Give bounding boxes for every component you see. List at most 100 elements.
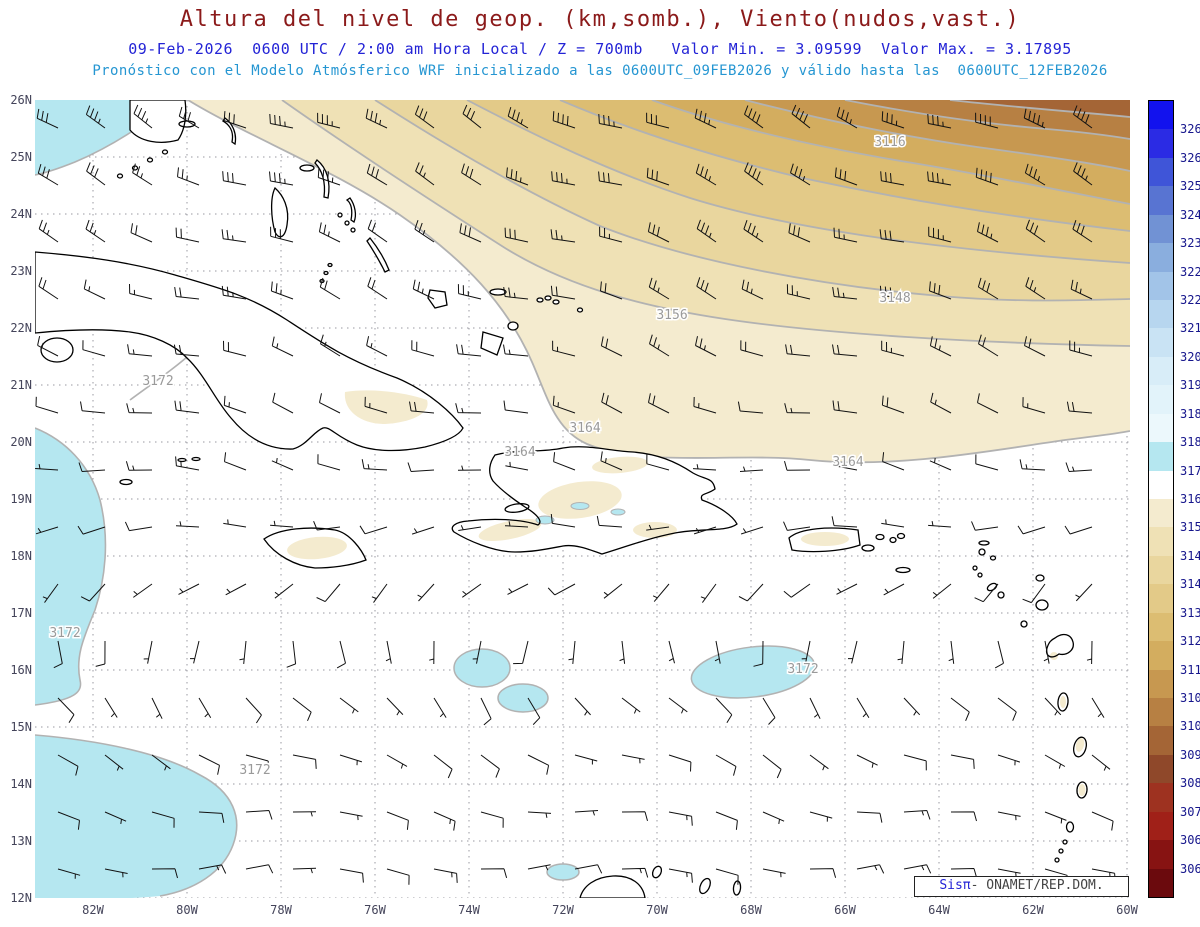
credit-text: - ONAMET/REP.DOM. <box>970 878 1104 893</box>
page-title: Altura del nivel de geop. (km,somb.), Vi… <box>179 7 1021 32</box>
lon-axis-label: 74W <box>458 903 480 917</box>
colorbar-cell <box>1149 413 1173 443</box>
lon-axis-label: 66W <box>834 903 856 917</box>
colorbar-tick-label: 3116 <box>1180 662 1200 677</box>
colorbar-tick-label: 3180 <box>1180 435 1200 450</box>
colorbar-tick-label: 3148 <box>1180 548 1200 563</box>
contour-label: 3164 <box>832 455 863 470</box>
colorbar-tick-label: 3244 <box>1180 207 1200 222</box>
colorbar-cell <box>1149 214 1173 244</box>
weather-map-svg: 3116 3148 3156 3172 3164 3164 3164 3172 3172 3172 <box>35 100 1130 898</box>
lon-axis-label: 72W <box>552 903 574 917</box>
colorbar-tick-label: 3164 <box>1180 492 1200 506</box>
lat-axis-label: 26N <box>10 93 32 107</box>
lon-axis-label: 70W <box>646 903 668 917</box>
colorbar-tick-label: 3188 <box>1180 406 1200 421</box>
contour-label: 3148 <box>879 291 910 306</box>
lon-axis-label: 64W <box>928 903 950 917</box>
colorbar-cell <box>1149 811 1173 841</box>
lon-axis-label: 80W <box>176 903 198 917</box>
colorbar-tick-label: 3228 <box>1180 264 1200 279</box>
colorbar-tick-label: 3140 <box>1180 577 1200 592</box>
colorbar-cell <box>1149 300 1173 329</box>
contour-label: 3172 <box>787 662 818 677</box>
colorbar-cell <box>1149 669 1173 699</box>
contour-labels: 3116 3148 3156 3172 3164 3164 3164 3172 3172 3172 <box>48 134 912 780</box>
colorbar-cell <box>1149 356 1173 386</box>
lat-axis-label: 25N <box>10 150 32 164</box>
colorbar-cell <box>1149 527 1173 557</box>
colorbar-tick-label: 3236 <box>1180 236 1200 251</box>
lat-axis-label: 18N <box>10 549 32 563</box>
lat-axis-label: 15N <box>10 720 32 734</box>
colorbar-tick-label: 3068 <box>1180 833 1200 848</box>
colorbar-tick-label: 3060 <box>1180 861 1200 876</box>
colorbar-tick-label: 3196 <box>1180 378 1200 393</box>
colorbar-tick-label: 3124 <box>1180 634 1200 649</box>
colorbar-tick-label: 3132 <box>1180 605 1200 620</box>
lat-axis-label: 21N <box>10 378 32 392</box>
subtitle-valid-time: 09-Feb-2026 0600 UTC / 2:00 am Hora Loca… <box>128 40 1072 58</box>
credit-brand: Sisπ <box>939 878 971 893</box>
lon-axis-label: 82W <box>82 903 104 917</box>
colorbar-cell <box>1149 101 1173 130</box>
lat-axis-label: 22N <box>10 321 32 335</box>
cyan-band-patches <box>35 100 816 898</box>
colorbar-cell <box>1149 555 1173 585</box>
colorbar-tick-label: 3268 <box>1180 122 1200 137</box>
colorbar-tick-label: 3076 <box>1180 804 1200 819</box>
colorbar-cell <box>1149 783 1173 813</box>
colorbar-cell <box>1149 186 1173 216</box>
wind-barbs <box>35 104 1116 885</box>
lat-axis-label: 16N <box>10 663 32 677</box>
subtitle-model-info: Pronóstico con el Modelo Atmósferico WRF… <box>92 63 1108 79</box>
colorbar-cell <box>1149 612 1173 642</box>
colorbar-cell <box>1149 129 1173 159</box>
colorbar-cell <box>1149 157 1173 187</box>
colorbar-cell <box>1149 754 1173 784</box>
lon-axis-label: 60W <box>1116 903 1138 917</box>
credit-box: Sisπ- ONAMET/REP.DOM. <box>914 876 1129 897</box>
map-canvas: 3116 3148 3156 3172 3164 3164 3164 3172 3172 3172 <box>35 100 1130 898</box>
contour-label: 3164 <box>569 421 600 436</box>
contour-label: 3116 <box>874 135 905 150</box>
colorbar-tick-label: 3156 <box>1180 520 1200 535</box>
colorbar-cell <box>1149 442 1173 472</box>
colorbar-cell <box>1149 641 1173 671</box>
colorbar-cell <box>1149 243 1173 273</box>
contour-label: 3172 <box>239 763 270 778</box>
colorbar-cell <box>1149 328 1173 358</box>
colorbar-cell <box>1149 698 1173 727</box>
colorbar-cell <box>1149 499 1173 528</box>
lat-axis-label: 17N <box>10 606 32 620</box>
colorbar-tick-label: 3172 <box>1180 463 1200 478</box>
colorbar-cell <box>1149 385 1173 415</box>
colorbar-tick-label: 3084 <box>1180 776 1200 791</box>
colorbar-tick-label: 3252 <box>1180 179 1200 194</box>
lat-axis-label: 12N <box>10 891 32 905</box>
terrain-tan-patches <box>287 390 1086 897</box>
contour-lines <box>187 100 1130 464</box>
lat-axis-label: 23N <box>10 264 32 278</box>
contour-label: 3156 <box>656 308 687 323</box>
colorbar-tick-label: 3204 <box>1180 349 1200 364</box>
colorbar-cell <box>1149 584 1173 614</box>
lon-axis-label: 76W <box>364 903 386 917</box>
lat-axis-label: 13N <box>10 834 32 848</box>
lat-axis-label: 20N <box>10 435 32 449</box>
lon-axis-label: 62W <box>1022 903 1044 917</box>
colorbar-tick-label: 3092 <box>1180 747 1200 762</box>
colorbar-tick-label: 3100 <box>1180 719 1200 734</box>
colorbar-tick-label: 3260 <box>1180 150 1200 165</box>
lat-axis-label: 14N <box>10 777 32 791</box>
contour-label: 3172 <box>49 626 80 641</box>
colorbar <box>1148 100 1174 898</box>
lon-axis-label: 78W <box>270 903 292 917</box>
colorbar-tick-label: 3108 <box>1180 691 1200 705</box>
contour-label: 3172 <box>142 374 173 389</box>
colorbar-cell <box>1149 868 1173 898</box>
lon-axis-label: 68W <box>740 903 762 917</box>
lat-axis-label: 24N <box>10 207 32 221</box>
colorbar-cell <box>1149 726 1173 756</box>
colorbar-cell <box>1149 840 1173 870</box>
